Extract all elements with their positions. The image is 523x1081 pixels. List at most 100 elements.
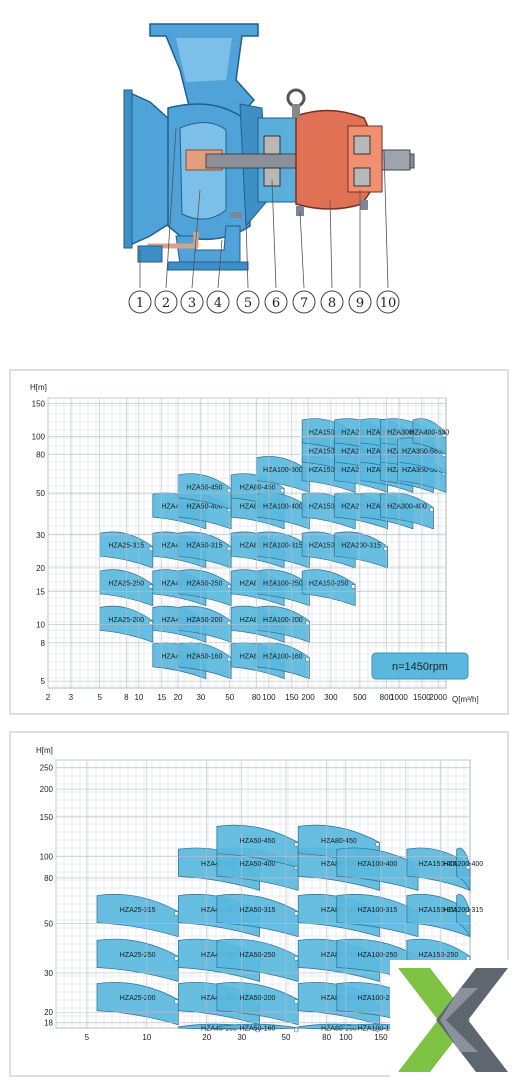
region-label: HZA80-450 <box>321 838 357 845</box>
x-tick-label: 50 <box>225 693 234 702</box>
y-tick-label: 150 <box>40 813 54 822</box>
region-label: HZA50-315 <box>187 543 223 550</box>
region-label: HZA50-250 <box>240 952 276 959</box>
part-callouts: 1 2 3 4 5 6 7 8 9 10 <box>128 290 400 314</box>
y-tick-label: 100 <box>40 852 54 861</box>
callout-number: 6 <box>272 296 280 311</box>
region-label: HZA200-315 <box>443 907 483 914</box>
callout-circle <box>376 290 400 314</box>
region-point <box>293 842 299 847</box>
leader-lines <box>139 127 389 289</box>
region-point <box>429 507 434 513</box>
y-tick-label: 50 <box>36 489 45 498</box>
region-label: HZA25-250 <box>120 952 156 959</box>
region-label: HZA50-200 <box>240 995 276 1002</box>
x-tick-label: 500 <box>353 693 367 702</box>
x-tick-label: 2 <box>46 693 51 702</box>
region-point <box>465 911 471 916</box>
x-tick-label: 1500 <box>413 693 431 702</box>
region-hza25-250 <box>96 938 179 982</box>
chart2-regions: HZA25-200HZA25-250HZA25-315HZA40-160HZA4… <box>96 824 483 1032</box>
x-tick-label: 10 <box>142 1033 151 1042</box>
region-label: HZA100-160 <box>358 1025 398 1032</box>
region-label: HZA80-160 <box>321 1025 357 1032</box>
y-tick-label: 30 <box>36 531 45 540</box>
pump-cross-section: 1 2 3 4 5 6 7 8 9 10 <box>123 23 415 314</box>
callout-number: 1 <box>136 296 144 311</box>
region-label: HZA50-200 <box>187 617 223 624</box>
region-label: HZA150-560 <box>309 449 349 456</box>
bolt <box>296 206 304 216</box>
x-tick-label: 100 <box>262 693 276 702</box>
logo-x-gray-inner <box>440 988 478 1052</box>
region-point <box>350 584 356 589</box>
region-point <box>148 584 154 589</box>
x-tick-label: 200 <box>301 693 315 702</box>
y-tick-label: 100 <box>32 432 46 441</box>
region-point <box>174 956 179 961</box>
region-label: HZA25-200 <box>120 995 156 1002</box>
x-tick-label: 10 <box>134 693 143 702</box>
discharge-bore <box>176 38 232 82</box>
region-point <box>226 657 232 662</box>
region-label: HZA100-200 <box>358 995 398 1002</box>
base-plate <box>167 261 249 271</box>
impeller <box>179 122 227 220</box>
y-tick-label: 8 <box>41 639 46 648</box>
callout-circle <box>236 290 260 314</box>
x-tick-label: 150 <box>285 693 299 702</box>
region-label: HZA100-250 <box>358 952 398 959</box>
drain-valve <box>137 245 163 263</box>
callout-circle <box>292 290 316 314</box>
region-label: HZA100-400 <box>358 861 398 868</box>
bolt <box>230 212 242 218</box>
region-label: HZA150-315 <box>419 907 459 914</box>
x-tick-label: 5 <box>98 693 103 702</box>
region-point <box>465 956 471 961</box>
region-label: HZA150-250 <box>419 952 459 959</box>
region-hza50-250 <box>216 938 299 982</box>
region-label: HZA100-315 <box>263 543 303 550</box>
bolt <box>360 200 368 210</box>
x-tick-label: 1000 <box>390 693 408 702</box>
lifting-eye-stem <box>292 104 300 118</box>
region-hza50-315 <box>216 893 299 938</box>
region-label: HZA50-400 <box>187 504 223 511</box>
region-point <box>383 546 389 552</box>
region-label: HZA200-315 <box>341 543 381 550</box>
x-tick-label: 800 <box>380 693 394 702</box>
region-hza100-200 <box>255 605 310 643</box>
region-point <box>375 842 380 847</box>
region-hza50-200 <box>177 605 232 643</box>
x-tick-label: 50 <box>282 1033 291 1042</box>
region-label: HZA50-450 <box>240 838 276 845</box>
callout-circle <box>206 290 230 314</box>
region-label: HZA150-315 <box>309 543 349 550</box>
callout-number: 9 <box>356 296 364 311</box>
x-tick-label: 150 <box>374 1033 388 1042</box>
callout-number: 4 <box>214 296 222 311</box>
region-label: HZA150-400 <box>309 504 349 511</box>
x-tick-label: 80 <box>252 693 261 702</box>
region-label: HZA300-630 <box>387 429 427 436</box>
suction-casing <box>127 90 173 248</box>
callout-number: 3 <box>188 296 196 311</box>
callout-circle <box>264 290 288 314</box>
region-label: HZA50-400 <box>240 861 276 868</box>
y-tick-label: 10 <box>36 621 45 630</box>
y-tick-label: 150 <box>32 399 46 408</box>
x-tick-label: 30 <box>196 693 205 702</box>
region-label: HZA80-450 <box>240 484 276 491</box>
region-hza50-250 <box>177 569 232 607</box>
callout-circle <box>320 290 344 314</box>
region-point <box>293 956 299 961</box>
y-tick-label: 18 <box>44 1018 53 1027</box>
callout-circle <box>154 290 178 314</box>
x-tick-label: 20 <box>174 693 183 702</box>
region-hza25-315 <box>96 893 179 938</box>
x-tick-label: 2000 <box>429 693 447 702</box>
region-point <box>279 488 285 493</box>
x-tick-label: 100 <box>339 1033 353 1042</box>
region-point <box>174 911 179 916</box>
